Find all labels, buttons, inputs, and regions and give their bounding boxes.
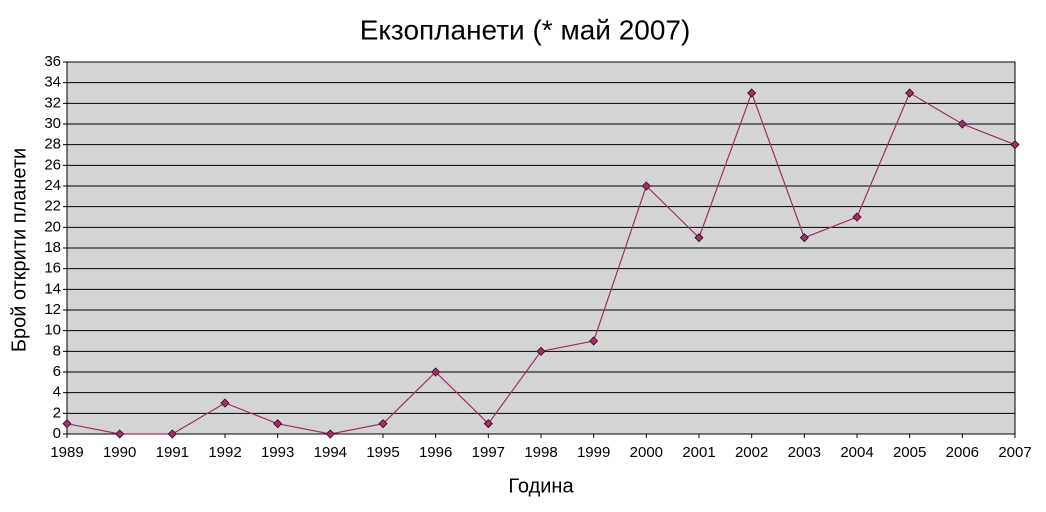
- y-tick-label: 8: [53, 342, 61, 359]
- point: [747, 88, 757, 98]
- y-tick-label: 32: [44, 94, 61, 111]
- point: [1010, 140, 1020, 150]
- x-tick-label: 2001: [682, 444, 715, 461]
- point: [378, 419, 388, 429]
- x-tick-label: 2000: [630, 444, 663, 461]
- point: [273, 419, 283, 429]
- y-tick-label: 22: [44, 198, 61, 215]
- x-tick-label: 1994: [314, 444, 347, 461]
- y-tick-label: 30: [44, 115, 61, 132]
- y-tick-label: 0: [53, 425, 61, 442]
- point: [799, 233, 809, 243]
- x-tick-label: 1998: [524, 444, 557, 461]
- chart-title: Екзопланети (* май 2007): [360, 14, 691, 45]
- x-tick-label: 2003: [788, 444, 821, 461]
- x-axis-label: Година: [508, 475, 574, 497]
- point: [115, 429, 125, 439]
- y-tick-label: 24: [44, 177, 61, 194]
- point: [957, 119, 967, 129]
- x-tick-label: 2007: [998, 444, 1031, 461]
- y-tick-label: 18: [44, 239, 61, 256]
- point: [536, 346, 546, 356]
- x-tick-label: 1990: [103, 444, 136, 461]
- x-tick-label: 2002: [735, 444, 768, 461]
- y-tick-label: 16: [44, 260, 61, 277]
- x-tick-label: 1993: [261, 444, 294, 461]
- y-tick-label: 28: [44, 136, 61, 153]
- point: [167, 429, 177, 439]
- x-tick-label: 2004: [840, 444, 873, 461]
- point: [325, 429, 335, 439]
- y-tick-label: 10: [44, 322, 61, 339]
- y-tick-label: 4: [53, 384, 61, 401]
- point: [483, 419, 493, 429]
- y-tick-label: 36: [44, 53, 61, 70]
- y-tick-label: 2: [53, 404, 61, 421]
- point: [62, 419, 72, 429]
- x-tick-label: 1997: [472, 444, 505, 461]
- x-tick-label: 1989: [50, 444, 83, 461]
- y-tick-label: 6: [53, 363, 61, 380]
- x-tick-label: 1991: [156, 444, 189, 461]
- y-tick-label: 34: [44, 74, 61, 91]
- x-tick-label: 1992: [208, 444, 241, 461]
- x-tick-label: 1996: [419, 444, 452, 461]
- point: [589, 336, 599, 346]
- y-tick-label: 20: [44, 218, 61, 235]
- point: [852, 212, 862, 222]
- point: [694, 233, 704, 243]
- y-tick-label: 14: [44, 280, 61, 297]
- y-tick-label: 26: [44, 156, 61, 173]
- x-tick-label: 1999: [577, 444, 610, 461]
- y-tick-label: 12: [44, 301, 61, 318]
- x-tick-label: 2006: [946, 444, 979, 461]
- point: [641, 181, 651, 191]
- point: [220, 398, 230, 408]
- y-axis-label: Брой открити планети: [8, 148, 30, 352]
- point: [431, 367, 441, 377]
- x-tick-label: 2005: [893, 444, 926, 461]
- point: [905, 88, 915, 98]
- x-tick-label: 1995: [366, 444, 399, 461]
